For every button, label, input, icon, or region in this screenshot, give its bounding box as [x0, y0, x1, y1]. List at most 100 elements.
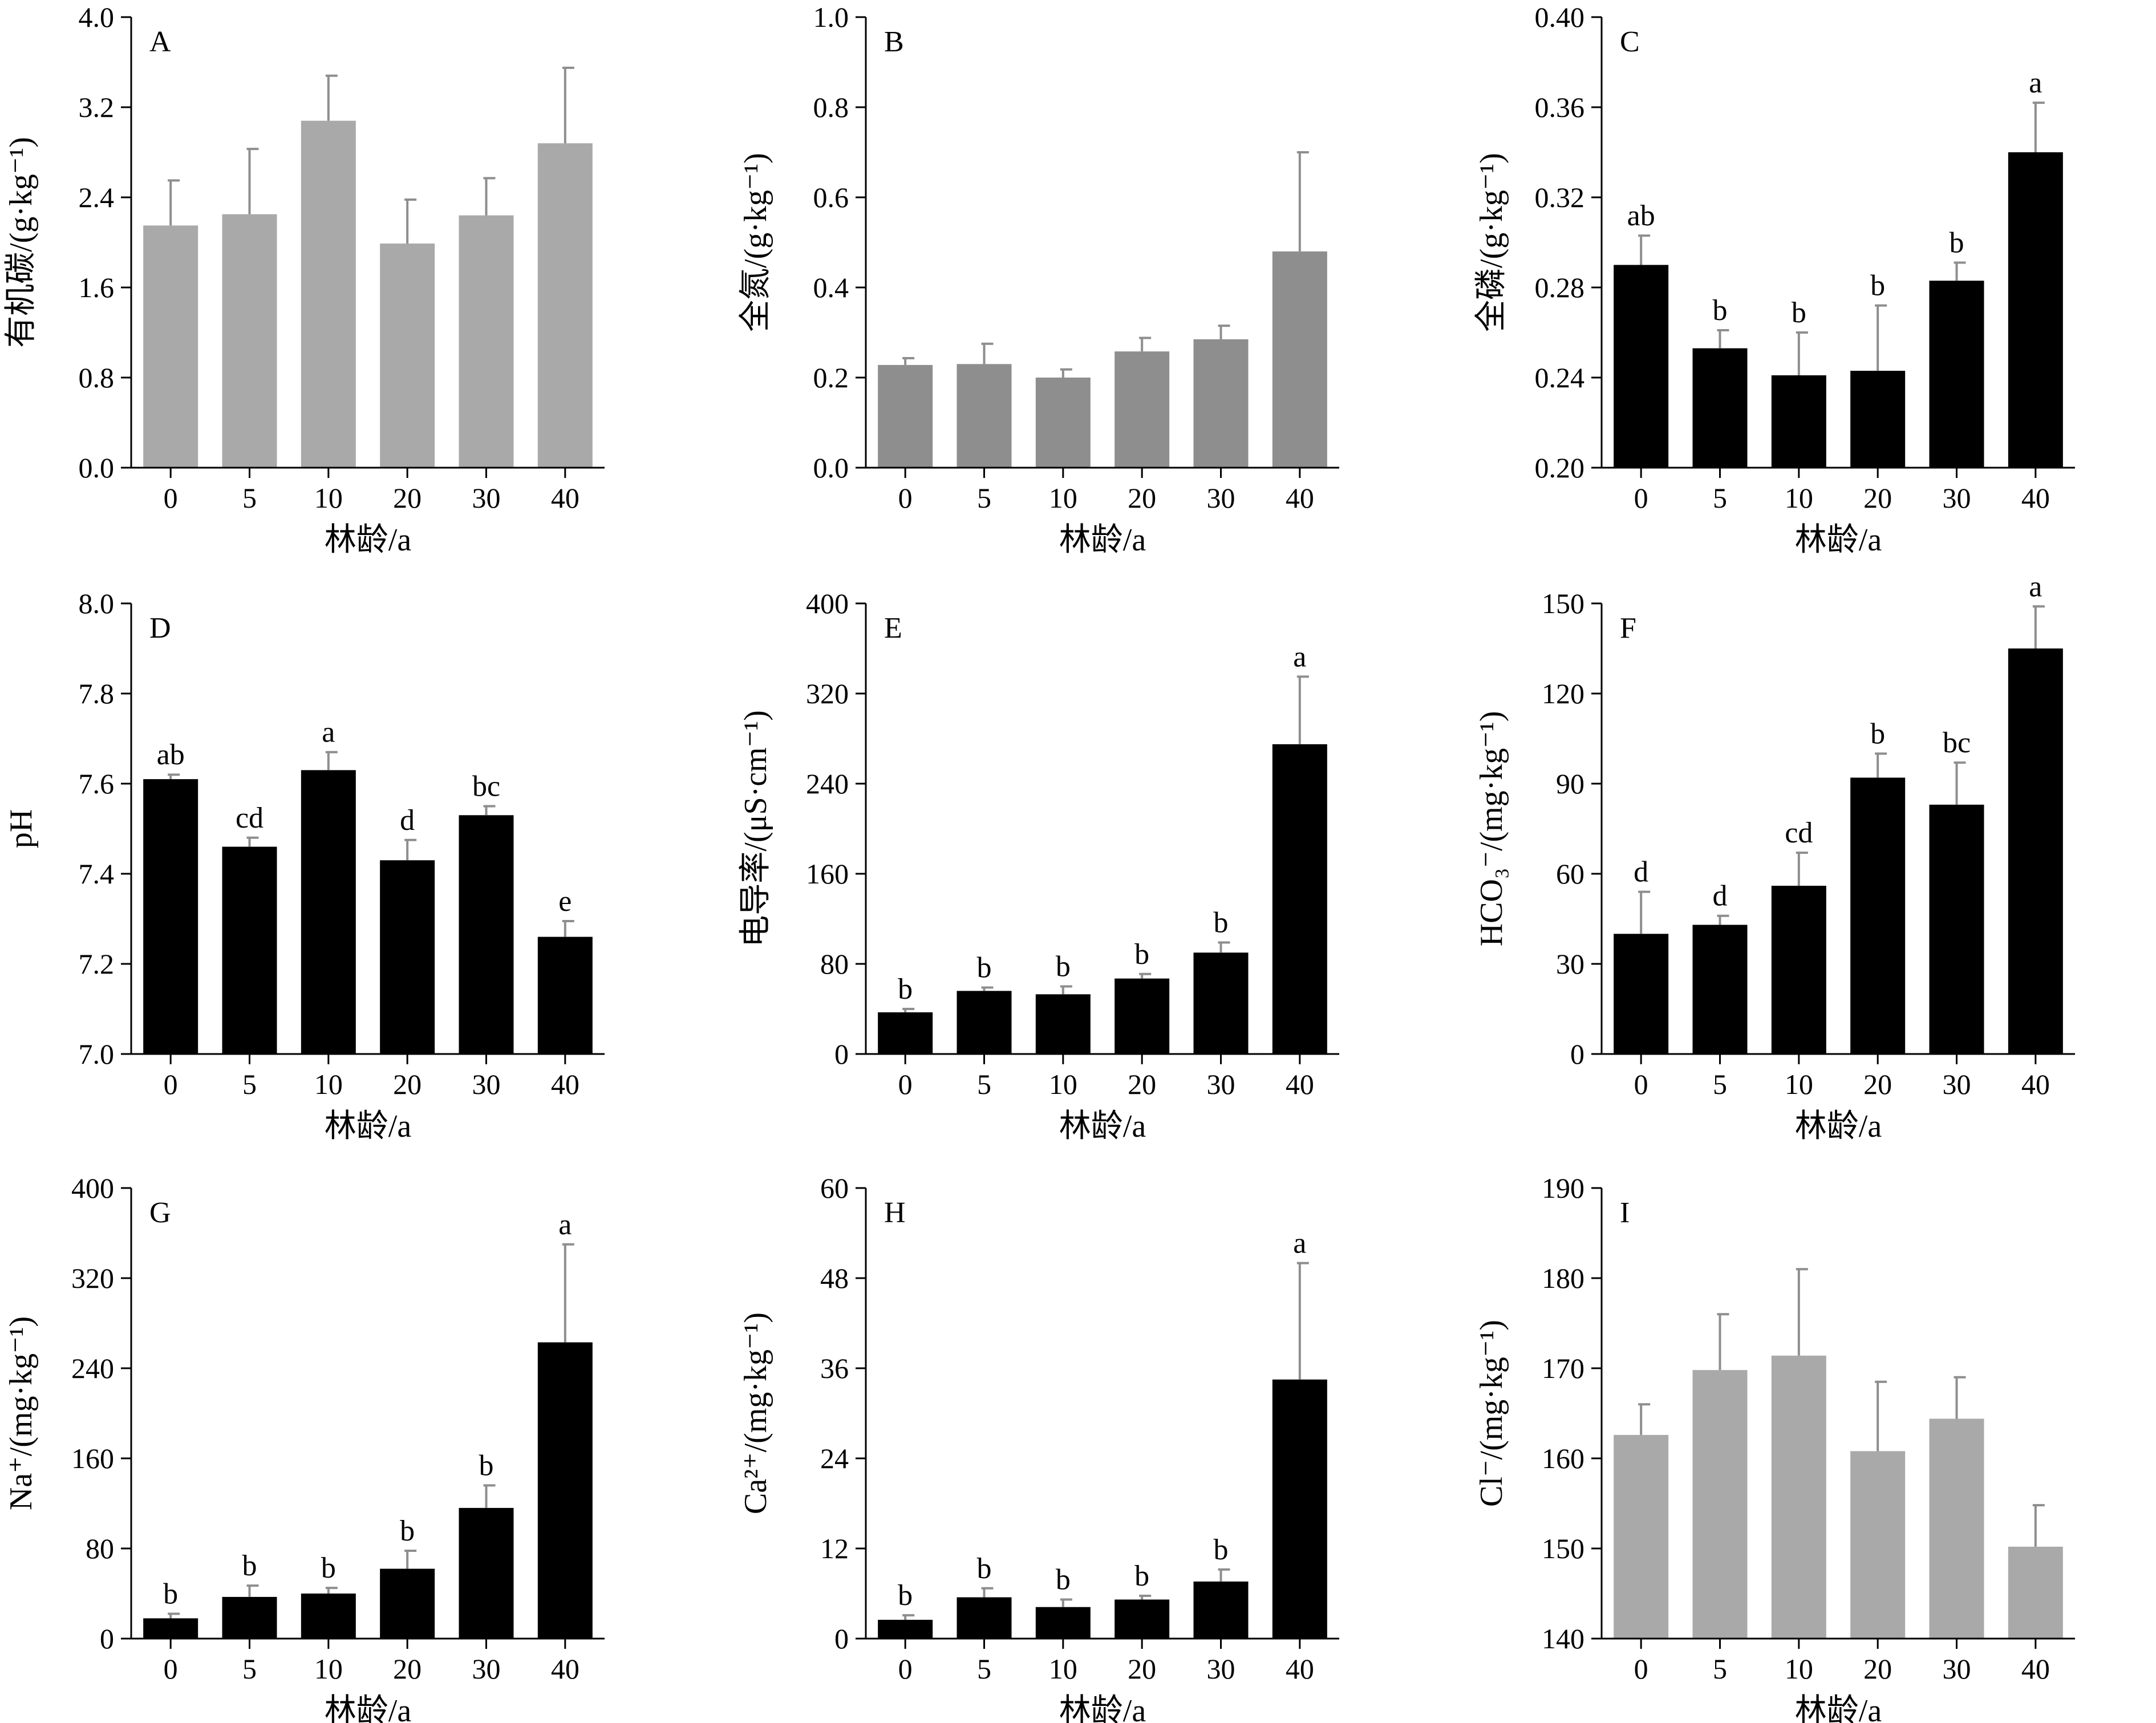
y-axis-title-c: 全磷/(g·kg⁻¹): [1474, 153, 1509, 332]
x-tick-label-c: 10: [1785, 482, 1813, 514]
y-tick-label-e: 160: [806, 858, 849, 890]
significance-label-e-40: a: [1293, 640, 1306, 673]
significance-label-h-0: b: [898, 1579, 913, 1612]
y-axis-title-i: Cl⁻/(mg·kg⁻¹): [1474, 1320, 1509, 1507]
x-tick-label-f: 0: [1634, 1068, 1648, 1100]
x-tick-label-c: 5: [1713, 482, 1727, 514]
y-tick-label-i: 190: [1542, 1172, 1584, 1204]
x-tick-label-d: 5: [242, 1068, 257, 1100]
y-tick-label-i: 170: [1542, 1352, 1584, 1384]
y-axis-title-b: 全氮/(g·kg⁻¹): [738, 153, 773, 332]
y-tick-label-g: 400: [71, 1172, 114, 1204]
bar-h-20: [1115, 1599, 1170, 1639]
y-axis-title-a: 有机碳/(g·kg⁻¹): [3, 137, 39, 348]
x-tick-label-i: 0: [1634, 1653, 1648, 1685]
significance-label-e-5: b: [977, 951, 992, 984]
y-tick-label-c: 0.28: [1535, 271, 1585, 303]
y-tick-label-i: 160: [1542, 1442, 1584, 1474]
bar-d-5: [222, 846, 277, 1054]
bar-a-40: [537, 143, 593, 468]
x-tick-label-e: 0: [898, 1068, 913, 1100]
significance-label-c-0: ab: [1627, 200, 1655, 232]
bar-g-20: [380, 1568, 435, 1639]
x-tick-label-h: 5: [977, 1653, 991, 1685]
x-tick-label-d: 0: [164, 1068, 178, 1100]
y-tick-label-b: 0.0: [813, 452, 849, 484]
panel-letter-d: D: [149, 612, 171, 644]
y-tick-label-g: 320: [71, 1262, 114, 1294]
y-tick-label-b: 0.6: [813, 181, 849, 213]
x-tick-label-h: 10: [1049, 1653, 1077, 1685]
significance-label-d-5: cd: [236, 802, 264, 834]
y-tick-label-e: 0: [834, 1038, 849, 1070]
x-tick-label-f: 30: [1943, 1068, 1971, 1100]
x-tick-label-c: 40: [2021, 482, 2050, 514]
bar-h-30: [1193, 1581, 1249, 1639]
bar-a-10: [301, 120, 356, 468]
x-axis-title-g: 林龄/a: [325, 1693, 412, 1723]
bar-f-20: [1850, 777, 1906, 1054]
x-tick-label-g: 0: [164, 1653, 178, 1685]
panel-e: b b b b b a 0 80 160 240 320 400 0 5 10 20 30 40 林龄/a 电导率/(…: [738, 587, 1339, 1144]
y-tick-label-g: 80: [86, 1533, 114, 1564]
y-tick-label-c: 0.24: [1535, 362, 1585, 394]
y-tick-label-d: 7.0: [79, 1038, 115, 1070]
x-tick-label-b: 30: [1207, 482, 1235, 514]
significance-label-d-10: a: [322, 716, 335, 749]
bar-d-20: [380, 860, 435, 1054]
x-axis-title-a: 林龄/a: [325, 522, 412, 558]
significance-label-g-20: b: [400, 1515, 415, 1547]
x-tick-label-d: 20: [393, 1068, 422, 1100]
panel-d: ab cd a d bc e 7.0 7.2 7.4 7.6 7.8 8.0 0 5 10 20 30 40 林龄/…: [3, 587, 605, 1144]
significance-label-e-0: b: [898, 973, 913, 1006]
bar-i-40: [2008, 1546, 2063, 1639]
y-tick-label-a: 0.0: [79, 452, 115, 484]
x-axis-title-h: 林龄/a: [1059, 1693, 1146, 1723]
significance-label-d-20: d: [400, 804, 415, 837]
y-tick-label-h: 0: [834, 1623, 849, 1655]
bar-c-30: [1929, 281, 1984, 468]
x-tick-label-f: 5: [1713, 1068, 1727, 1100]
bar-e-0: [878, 1012, 933, 1054]
y-tick-label-e: 240: [806, 768, 849, 800]
significance-label-e-20: b: [1134, 938, 1149, 971]
bar-f-5: [1692, 925, 1748, 1054]
x-tick-label-b: 40: [1286, 482, 1314, 514]
x-tick-label-a: 20: [393, 482, 422, 514]
y-tick-label-c: 0.36: [1535, 91, 1585, 123]
significance-label-h-5: b: [977, 1552, 992, 1585]
panel-h: b b b b b a 0 12 24 36 48 60 0 5 10 20 30 40 林龄/a Ca²⁺/(mg·…: [738, 1172, 1339, 1723]
bar-a-0: [143, 225, 198, 468]
significance-label-h-20: b: [1134, 1560, 1149, 1592]
panel-letter-e: E: [884, 612, 902, 644]
x-tick-label-g: 30: [472, 1653, 501, 1685]
y-tick-label-h: 12: [820, 1533, 849, 1564]
x-tick-label-f: 10: [1785, 1068, 1813, 1100]
y-tick-label-a: 2.4: [79, 181, 115, 213]
bar-c-40: [2008, 152, 2063, 468]
x-tick-label-d: 30: [472, 1068, 501, 1100]
x-tick-label-e: 5: [977, 1068, 991, 1100]
bar-i-0: [1614, 1434, 1669, 1639]
y-tick-label-c: 0.32: [1535, 181, 1585, 213]
x-tick-label-c: 30: [1943, 482, 1971, 514]
bar-h-5: [957, 1597, 1012, 1639]
y-tick-label-b: 0.4: [813, 271, 849, 303]
bar-e-40: [1272, 744, 1327, 1054]
x-tick-label-h: 30: [1207, 1653, 1235, 1685]
bar-d-10: [301, 770, 356, 1054]
panel-i: 140 150 160 170 180 190 0 5 10 20 30 40 林龄/a Cl⁻/(mg·…: [1474, 1172, 2075, 1723]
bar-c-10: [1771, 375, 1826, 468]
y-tick-label-d: 7.4: [79, 858, 115, 890]
y-tick-label-f: 30: [1556, 948, 1584, 980]
x-tick-label-a: 0: [164, 482, 178, 514]
significance-label-c-5: b: [1713, 294, 1728, 327]
significance-label-d-0: ab: [157, 739, 185, 771]
significance-label-f-5: d: [1713, 880, 1728, 913]
x-tick-label-b: 0: [898, 482, 913, 514]
significance-label-c-20: b: [1870, 270, 1885, 302]
y-tick-label-e: 320: [806, 678, 849, 710]
x-axis-title-e: 林龄/a: [1059, 1109, 1146, 1144]
bar-i-5: [1692, 1370, 1748, 1639]
